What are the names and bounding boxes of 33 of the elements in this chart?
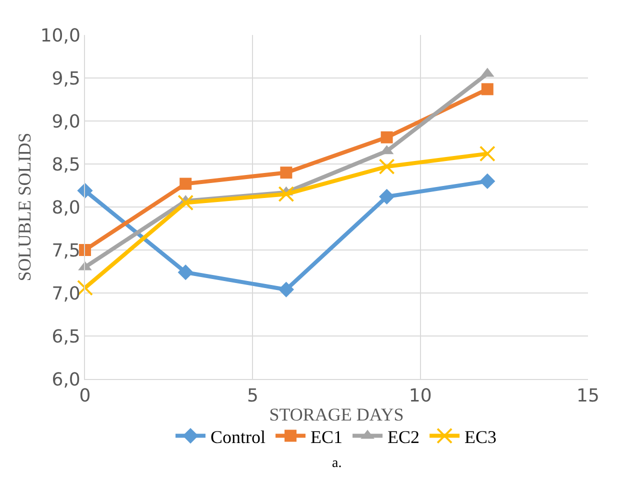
point	[380, 131, 393, 144]
point	[178, 264, 194, 280]
y-tick-label: 7,0	[52, 283, 80, 304]
x-tick-label: 0	[79, 386, 91, 407]
legend-label: EC1	[310, 426, 343, 447]
y-tick-label: 8,5	[52, 154, 80, 176]
point	[479, 146, 496, 162]
y-tick-label: 7,5	[52, 240, 80, 262]
y-tick-label: 6,5	[52, 326, 80, 348]
legend-label: Control	[210, 426, 266, 447]
y-tick-label: 10,0	[40, 25, 80, 46]
x-tick-label: 15	[576, 386, 600, 407]
point	[480, 173, 496, 189]
point	[178, 194, 194, 211]
y-axis-title: SOLUBLE SOLIDS	[14, 132, 35, 282]
point	[278, 186, 294, 202]
point	[278, 282, 294, 298]
y-tick-label: 9,0	[52, 111, 80, 132]
point	[378, 158, 395, 175]
legend-label: EC3	[464, 426, 497, 447]
point	[280, 166, 292, 179]
point	[180, 178, 192, 190]
x-tick-label: 10	[408, 386, 432, 407]
x-axis-title: STORAGE DAYS	[269, 404, 404, 425]
point	[481, 83, 494, 96]
y-tick-label: 9,5	[52, 68, 80, 90]
x-tick-label: 5	[246, 386, 258, 407]
text: a.	[332, 456, 342, 471]
y-tick-label: 8,0	[52, 197, 80, 218]
y-tick-label: 6,0	[52, 369, 80, 390]
point	[379, 188, 395, 204]
legend-label: EC2	[388, 426, 420, 447]
point	[79, 244, 91, 256]
